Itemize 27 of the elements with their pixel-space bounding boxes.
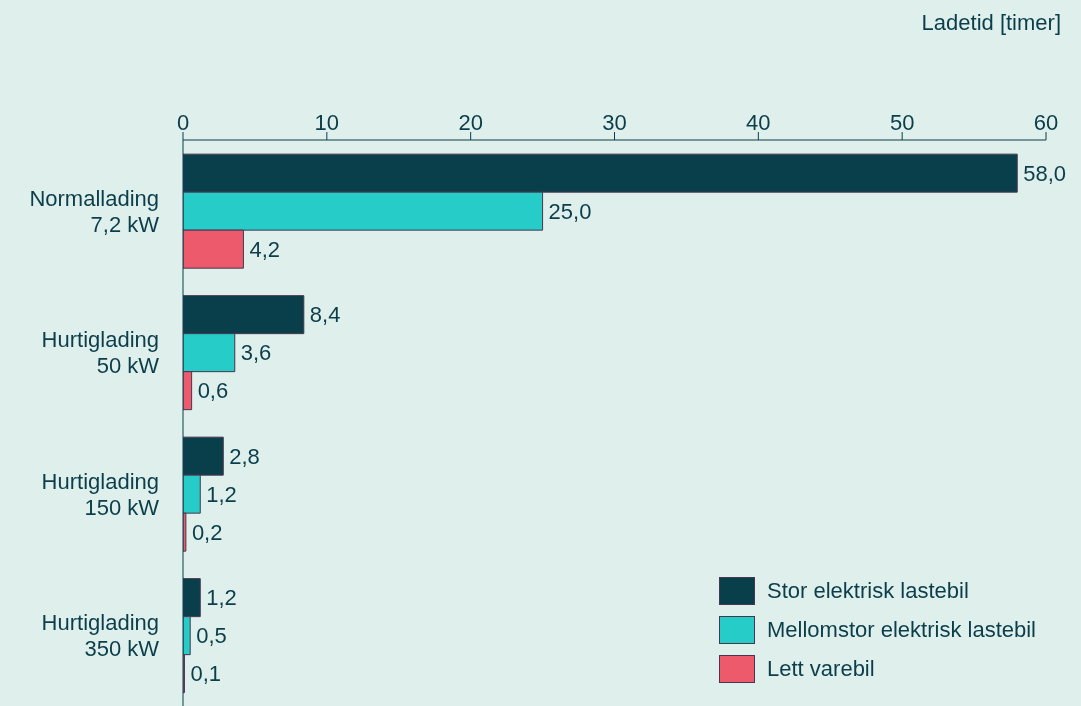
- data-label: 1,2: [206, 481, 237, 507]
- data-label: 0,2: [191, 519, 223, 545]
- data-label: 0,5: [196, 623, 227, 649]
- x-axis-title: Ladetid [timer]: [921, 10, 1061, 36]
- data-label: 4,2: [249, 236, 280, 262]
- data-label: 8,4: [309, 302, 341, 328]
- data-label: 25,0: [548, 198, 592, 224]
- x-tick-label: 20: [458, 110, 483, 135]
- data-label: 3,6: [240, 340, 272, 366]
- data-label: 58,0: [1023, 160, 1067, 186]
- y-tick-label: Normallading 7,2 kW: [29, 185, 160, 237]
- y-tick-label: Hurtiglading 150 kW: [41, 468, 160, 520]
- x-tick-label: 0: [176, 110, 190, 135]
- legend-label: Mellomstor elektrisk lastebil: [767, 616, 1036, 643]
- y-tick-label: Hurtiglading 350 kW: [41, 610, 160, 662]
- x-tick-label: 60: [1033, 110, 1059, 135]
- legend-label: Stor elektrisk lastebil: [767, 577, 969, 604]
- x-tick-label: 30: [602, 110, 627, 135]
- legend-label: Lett varebil: [767, 655, 875, 682]
- data-label: 2,8: [229, 443, 260, 469]
- y-tick-label: Hurtiglading 50 kW: [41, 327, 160, 379]
- x-tick-label: 10: [314, 110, 340, 135]
- data-label: 0,6: [197, 378, 229, 404]
- data-label: 0,1: [190, 661, 222, 687]
- x-tick-label: 50: [889, 110, 915, 135]
- data-label: 1,2: [206, 585, 237, 611]
- x-tick-label: 40: [746, 110, 771, 135]
